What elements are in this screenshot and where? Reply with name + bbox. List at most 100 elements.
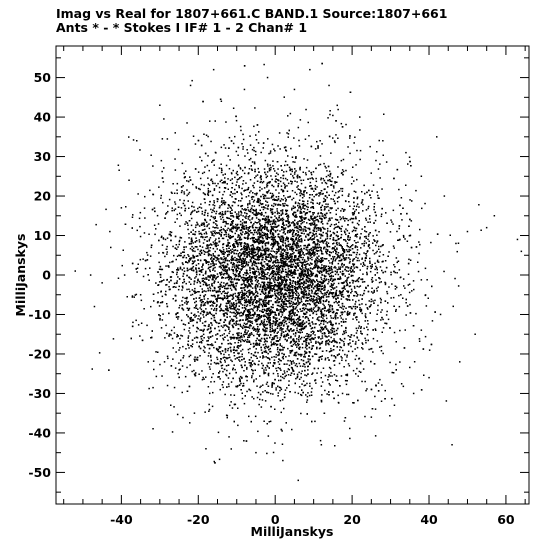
data-point [195,358,197,361]
data-point [213,314,215,317]
data-point [247,330,249,332]
data-point [210,254,212,256]
data-point [249,334,251,336]
data-point [262,269,264,271]
data-point [208,284,210,286]
data-point [181,335,184,337]
data-point [353,314,355,316]
data-point [208,337,210,340]
data-point [290,316,293,319]
data-point [319,302,322,304]
data-point [325,265,328,267]
data-point [309,275,311,278]
data-point [316,218,319,221]
data-point [327,117,329,119]
data-point [197,263,200,265]
data-point [322,259,324,262]
data-point [158,305,161,307]
data-point [285,200,287,202]
data-point [311,282,314,284]
data-point [255,210,257,212]
data-point [312,218,314,220]
data-point [253,199,256,202]
data-point [174,201,176,203]
data-point [340,321,343,323]
data-point [247,186,250,189]
data-point [299,215,301,218]
data-point [284,202,286,205]
data-point [222,174,224,176]
data-point [221,213,223,215]
data-point [366,307,368,309]
data-point [239,275,241,277]
data-point [266,197,268,199]
data-point [356,233,359,235]
data-point [345,331,347,334]
data-point [355,332,358,334]
data-point [153,207,156,209]
data-point [329,172,332,175]
data-point [306,348,308,350]
data-point [299,166,301,169]
data-point [176,413,179,416]
data-point [200,317,202,319]
data-point [209,392,211,395]
data-point [316,301,318,304]
data-point [105,208,107,211]
data-point [170,334,172,336]
data-point [392,209,395,212]
data-point [367,323,369,325]
data-point [194,291,196,293]
data-point [235,226,237,228]
data-point [274,215,276,217]
data-point [242,324,245,327]
data-point [306,285,309,287]
data-point [227,241,229,244]
data-point [327,282,329,285]
data-point [384,260,387,262]
data-point [322,231,324,234]
data-point [255,258,257,261]
data-point [270,308,272,311]
data-point [282,264,284,266]
data-point [343,331,345,333]
data-point [276,317,278,319]
data-point [187,335,190,337]
data-point [201,335,203,337]
data-point [353,258,356,260]
data-point [265,369,267,371]
data-point [322,253,324,255]
data-point [212,241,215,243]
data-point [340,187,342,190]
data-point [207,246,209,249]
data-point [232,262,235,264]
data-point [190,212,193,214]
data-point [175,286,177,288]
data-point [361,258,363,260]
data-point [311,345,314,347]
data-point [364,315,367,317]
data-point [261,304,264,307]
data-point [203,316,205,318]
data-point [275,240,277,242]
data-point [255,217,258,219]
data-point [314,285,316,288]
data-point [218,346,220,348]
data-point [336,253,338,256]
data-point [324,258,327,260]
data-point [348,273,350,275]
data-point [225,121,227,123]
data-point [247,244,250,246]
data-point [394,266,396,268]
data-point [294,352,296,354]
data-point [361,360,364,362]
data-point [219,335,222,337]
data-point [191,269,193,271]
data-point [162,201,164,204]
data-point [308,211,311,213]
data-point [344,310,346,313]
data-point [361,281,364,283]
data-point [307,200,309,202]
data-point [239,375,242,378]
data-point [194,250,196,253]
